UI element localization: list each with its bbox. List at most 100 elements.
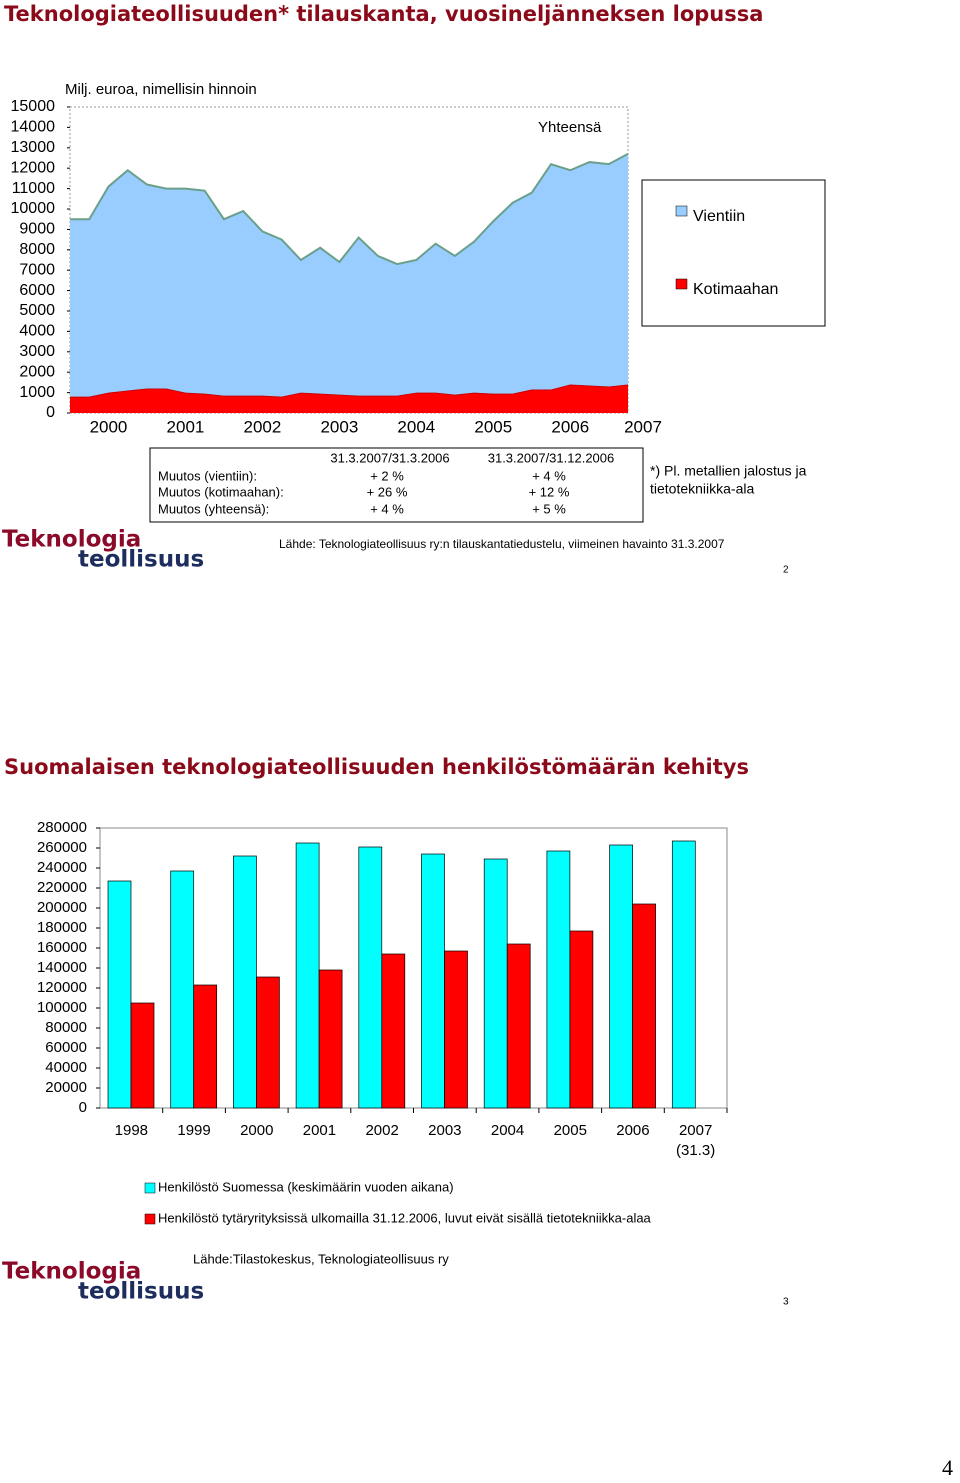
bar — [546, 850, 571, 1109]
footnote: tietotekniikka-ala — [650, 481, 754, 497]
x-tick-label: 2007 (31.3) — [676, 1122, 715, 1159]
bar — [318, 969, 343, 1109]
table-cell: + 4 % — [532, 468, 566, 483]
y-tick-label: 0 — [46, 404, 55, 421]
table-box — [149, 447, 644, 523]
y-tick-label: 280000 — [37, 819, 87, 836]
legend-label: Kotimaahan — [693, 281, 778, 298]
bar — [295, 842, 320, 1109]
y-tick-label: 13000 — [11, 139, 56, 156]
y-tick-label: 6000 — [19, 282, 55, 299]
y-tick-label: 9000 — [19, 221, 55, 238]
legend-swatch — [675, 205, 688, 217]
annotation: Yhteensä — [538, 119, 602, 136]
bar — [381, 953, 406, 1109]
y-tick-label: 7000 — [19, 261, 55, 278]
bar — [130, 1002, 155, 1109]
bar — [569, 930, 594, 1109]
bar — [233, 855, 257, 1109]
y-tick-label: 220000 — [37, 879, 87, 896]
x-tick-label: 2005 — [474, 417, 512, 436]
bar — [170, 870, 195, 1109]
x-tick-label: 2006 — [551, 417, 589, 436]
y-tick-label: 80000 — [45, 1019, 87, 1036]
bar — [193, 984, 218, 1109]
x-tick-label: 2004 — [397, 417, 435, 436]
x-tick-label: 2001 — [167, 417, 205, 436]
bar — [609, 844, 633, 1109]
y-tick-label: 2000 — [19, 363, 55, 380]
legend-swatch — [675, 278, 688, 290]
bar — [444, 950, 468, 1109]
y-tick-label: 10000 — [11, 200, 56, 217]
y-tick-label: 4000 — [19, 323, 55, 340]
table-cell: Muutos (kotimaahan): — [158, 484, 284, 499]
page-number: 2 — [783, 565, 789, 576]
y-tick-label: 1000 — [19, 384, 55, 401]
table-cell: + 12 % — [529, 484, 570, 499]
footnote: *) Pl. metallien jalostus ja — [650, 463, 807, 479]
y-tick-label: 12000 — [11, 159, 56, 176]
y-axis-label: Milj. euroa, nimellisin hinnoin — [65, 81, 257, 98]
logo: Teknologia — [2, 1259, 141, 1285]
y-tick-label: 240000 — [37, 859, 87, 876]
table-cell: + 4 % — [370, 501, 404, 516]
table-cell: Muutos (yhteensä): — [158, 501, 269, 516]
x-tick-label: 2000 — [240, 1122, 273, 1139]
legend-swatch — [144, 1213, 156, 1225]
y-tick-label: 0 — [79, 1099, 87, 1116]
x-tick-label: 2006 — [616, 1122, 649, 1139]
area-fill — [70, 384, 628, 413]
page-number: 3 — [783, 1297, 789, 1308]
y-tick-label: 180000 — [37, 919, 87, 936]
table-cell: + 26 % — [367, 484, 408, 499]
source: Lähde:Tilastokeskus, Teknologiateollisuu… — [193, 1251, 449, 1266]
y-tick-label: 15000 — [11, 98, 56, 115]
chart-title: Suomalaisen teknologiateollisuuden henki… — [4, 755, 749, 779]
y-tick-label: 3000 — [19, 343, 55, 360]
y-tick-label: 20000 — [45, 1079, 87, 1096]
table-header: 31.3.2007/31.3.2006 — [330, 450, 449, 465]
logo: teollisuus — [78, 547, 204, 573]
area-fill — [70, 153, 628, 397]
y-tick-label: 160000 — [37, 939, 87, 956]
bar — [358, 846, 383, 1109]
x-tick-label: 2003 — [320, 417, 358, 436]
x-tick-label: 2004 — [491, 1122, 524, 1139]
bar — [483, 858, 508, 1109]
y-tick-label: 200000 — [37, 899, 87, 916]
x-tick-label: 1998 — [115, 1122, 148, 1139]
x-tick-label: 2007 — [624, 417, 662, 436]
x-tick-label: 2002 — [243, 417, 281, 436]
y-tick-label: 60000 — [45, 1039, 87, 1056]
y-tick-label: 14000 — [11, 119, 56, 136]
y-tick-label: 8000 — [19, 241, 55, 258]
source: Lähde: Teknologiateollisuus ry:n tilausk… — [279, 537, 725, 551]
table-cell: + 2 % — [370, 468, 404, 483]
legend-label: Henkilöstö Suomessa (keskimäärin vuoden … — [158, 1179, 454, 1194]
legend-box — [641, 179, 826, 327]
legend-label: Henkilöstö tytäryrityksissä ulkomailla 3… — [158, 1210, 652, 1225]
bar — [506, 943, 531, 1109]
legend-swatch — [144, 1182, 156, 1194]
x-tick-label: 2005 — [554, 1122, 587, 1139]
logo: Teknologia — [2, 527, 141, 553]
x-tick-label: 1999 — [177, 1122, 210, 1139]
x-tick-label: 2002 — [365, 1122, 398, 1139]
logo: teollisuus — [78, 1279, 204, 1305]
table-header: 31.3.2007/31.12.2006 — [488, 450, 615, 465]
bar — [671, 840, 696, 1109]
legend-label: Vientiin — [693, 208, 745, 225]
y-tick-label: 11000 — [12, 180, 55, 197]
x-tick-label: 2001 — [303, 1122, 336, 1139]
bar — [421, 853, 445, 1109]
bar — [107, 880, 132, 1109]
y-tick-label: 120000 — [37, 979, 87, 996]
y-tick-label: 5000 — [19, 302, 55, 319]
chart-title: Teknologiateollisuuden* tilauskanta, vuo… — [4, 2, 763, 26]
x-tick-label: 2000 — [90, 417, 128, 436]
area-line — [70, 153, 629, 266]
bar — [632, 903, 656, 1109]
table-cell: Muutos (vientiin): — [158, 468, 257, 483]
